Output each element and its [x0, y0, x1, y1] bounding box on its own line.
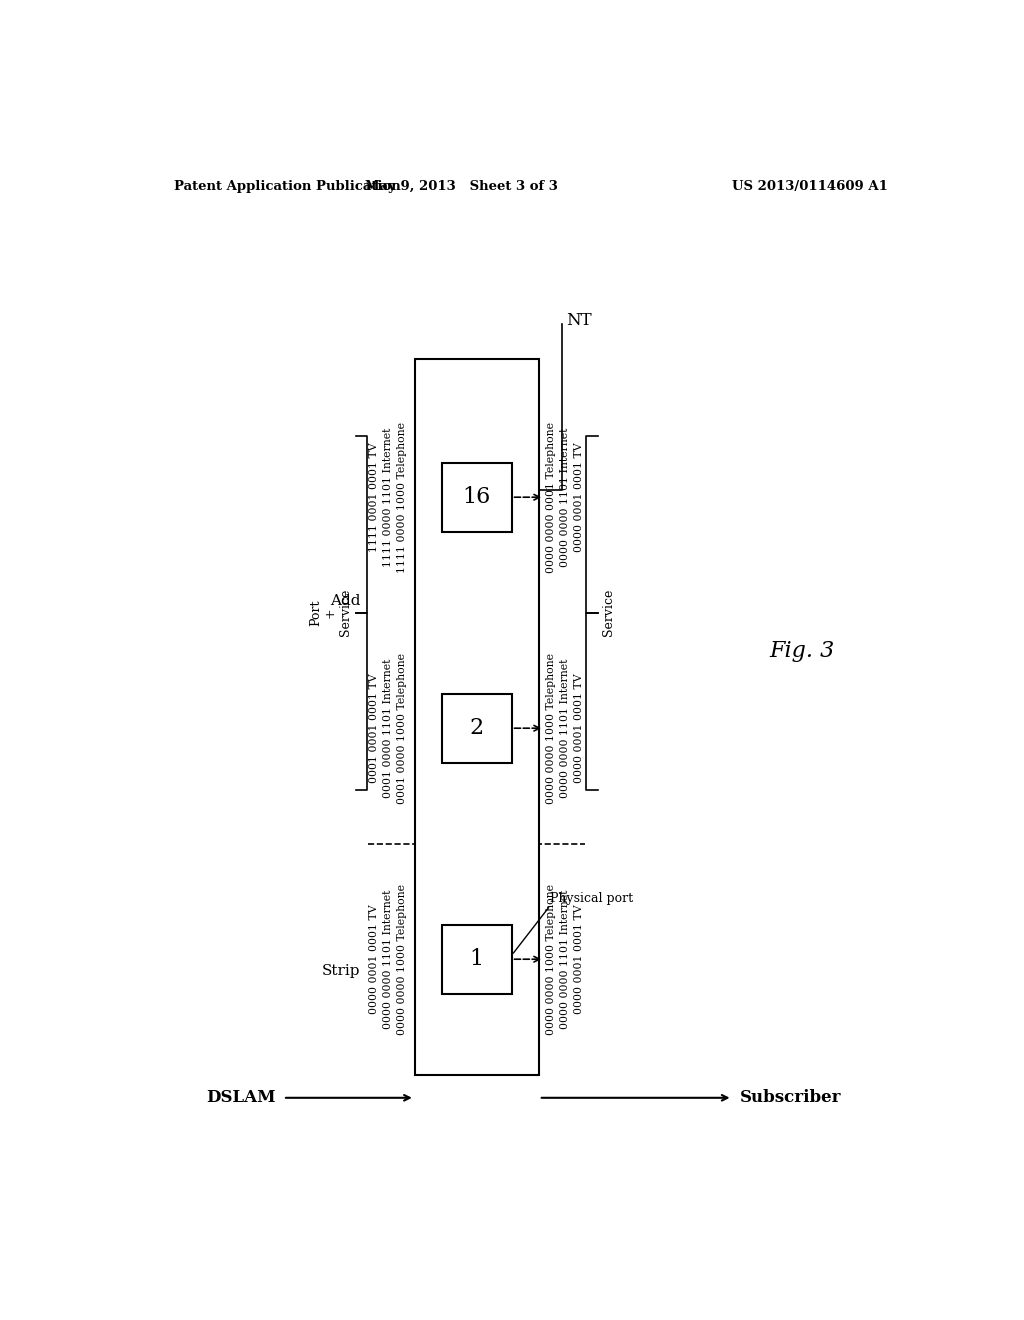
Text: 0000 0001 0001 TV: 0000 0001 0001 TV	[369, 904, 379, 1014]
Text: 0000 0000 1000 Telephone: 0000 0000 1000 Telephone	[397, 883, 407, 1035]
Text: May 9, 2013   Sheet 3 of 3: May 9, 2013 Sheet 3 of 3	[365, 181, 558, 194]
Text: 1111 0000 1000 Telephone: 1111 0000 1000 Telephone	[397, 421, 407, 573]
Text: Fig. 3: Fig. 3	[770, 640, 835, 663]
Bar	[442, 924, 512, 994]
Text: 0000 0000 1000 Telephone: 0000 0000 1000 Telephone	[547, 652, 556, 804]
Text: 0000 0000 0001 Telephone: 0000 0000 0001 Telephone	[547, 421, 556, 573]
Bar	[442, 693, 512, 763]
Text: Patent Application Publication: Patent Application Publication	[174, 181, 401, 194]
Text: 0000 0000 1000 Telephone: 0000 0000 1000 Telephone	[547, 883, 556, 1035]
Text: 1111 0000 1101 Internet: 1111 0000 1101 Internet	[383, 428, 393, 566]
Bar	[415, 359, 539, 1074]
Text: Strip: Strip	[322, 964, 360, 978]
Text: NT: NT	[566, 312, 592, 329]
Text: 1: 1	[470, 948, 483, 970]
Text: US 2013/0114609 A1: US 2013/0114609 A1	[732, 181, 889, 194]
Text: 16: 16	[463, 486, 490, 508]
Text: 0000 0000 1101 Internet: 0000 0000 1101 Internet	[560, 428, 570, 566]
Text: 0000 0000 1101 Internet: 0000 0000 1101 Internet	[560, 890, 570, 1028]
Text: Add: Add	[330, 594, 360, 609]
Text: 1111 0001 0001 TV: 1111 0001 0001 TV	[369, 442, 379, 552]
Text: 0000 0000 1101 Internet: 0000 0000 1101 Internet	[560, 659, 570, 797]
Bar	[442, 462, 512, 532]
Text: 2: 2	[470, 717, 483, 739]
Text: 0001 0001 0001 TV: 0001 0001 0001 TV	[369, 673, 379, 783]
Text: DSLAM: DSLAM	[206, 1089, 275, 1106]
Text: 0001 0000 1000 Telephone: 0001 0000 1000 Telephone	[397, 652, 407, 804]
Text: 0000 0001 0001 TV: 0000 0001 0001 TV	[574, 904, 585, 1014]
Text: 0000 0001 0001 TV: 0000 0001 0001 TV	[574, 442, 585, 552]
Text: 0001 0000 1101 Internet: 0001 0000 1101 Internet	[383, 659, 393, 797]
Text: Service: Service	[601, 589, 614, 636]
Text: Subscriber: Subscriber	[740, 1089, 842, 1106]
Text: Physical port: Physical port	[550, 892, 634, 906]
Text: 0000 0000 1101 Internet: 0000 0000 1101 Internet	[383, 890, 393, 1028]
Text: Port
+
Service: Port + Service	[309, 589, 352, 636]
Text: 0000 0001 0001 TV: 0000 0001 0001 TV	[574, 673, 585, 783]
